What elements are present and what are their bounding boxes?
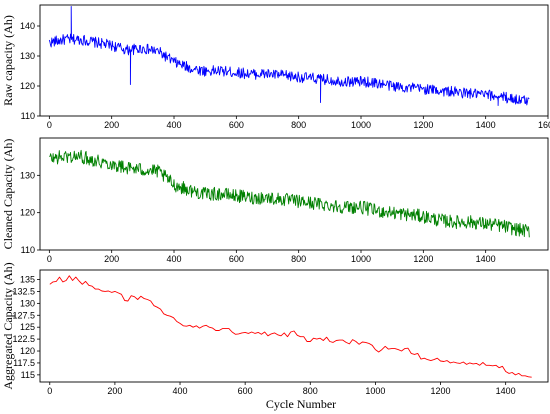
x-tick-label: 200 — [107, 386, 122, 396]
cleaned-capacity-panel: 0 200 400 600 800 1000 1200 1400 110 120 130 Cleane… — [1, 137, 549, 264]
y-tick-label: 125 — [20, 322, 35, 332]
x-tick-label: 600 — [238, 386, 253, 396]
y-tick-label: 110 — [21, 245, 35, 255]
y-tick-label: 132.5 — [12, 286, 35, 296]
y-tick-label: 127.5 — [12, 310, 35, 320]
x-tick-label: 400 — [166, 120, 181, 130]
y-tick-label: 130 — [20, 51, 35, 61]
axes-frame — [39, 4, 549, 117]
x-tick-label: 0 — [47, 386, 52, 396]
series-line — [49, 149, 530, 238]
y-tick-label: 120 — [20, 346, 35, 356]
x-tick-label: 1000 — [365, 386, 385, 396]
y-axis-label: Cleaned Capacity (Ah) — [1, 139, 15, 250]
y-tick-label: 122.5 — [12, 334, 35, 344]
x-tick-label: 1400 — [476, 120, 496, 130]
x-tick-label: 1000 — [351, 120, 371, 130]
axes-frame — [39, 137, 549, 251]
y-axis-label: Raw capacity (Ah) — [1, 15, 15, 106]
y-tick-label: 130 — [20, 298, 35, 308]
y-tick-label: 115 — [21, 370, 35, 380]
y-tick-label: 120 — [20, 208, 35, 218]
x-tick-label: 600 — [229, 120, 244, 130]
x-tick-label: 0 — [47, 120, 52, 130]
y-tick-label: 135 — [20, 275, 35, 285]
series-line — [49, 275, 532, 378]
x-tick-label: 1000 — [351, 254, 371, 264]
y-tick-label: 117.5 — [13, 358, 35, 368]
x-tick-label: 800 — [291, 120, 306, 130]
y-tick-label: 130 — [20, 170, 35, 180]
x-tick-label: 600 — [229, 254, 244, 264]
y-tick-label: 140 — [20, 21, 35, 31]
x-tick-label: 800 — [303, 386, 318, 396]
x-tick-label: 200 — [104, 120, 119, 130]
x-tick-label: 400 — [173, 386, 188, 396]
x-tick-label: 0 — [47, 254, 52, 264]
axes-frame — [39, 269, 549, 383]
x-tick-label: 1200 — [413, 254, 433, 264]
raw-capacity-panel: 0 200 400 600 800 1000 1200 1400 1600 110 120 130 14… — [1, 4, 550, 130]
x-tick-label: 400 — [166, 254, 181, 264]
aggregated-capacity-panel: 0 200 400 600 800 1000 1200 1400 115 117.5 120 122.… — [1, 262, 549, 396]
x-tick-label: 1400 — [476, 254, 496, 264]
x-tick-label: 1200 — [413, 120, 433, 130]
x-axis-label: Cycle Number — [266, 397, 336, 411]
y-tick-label: 120 — [20, 81, 35, 91]
x-tick-label: 800 — [291, 254, 306, 264]
series-line — [48, 6, 530, 106]
y-axis-label: Aggregated Capacity (Ah) — [1, 262, 15, 389]
x-tick-label: 1400 — [496, 386, 516, 396]
x-tick-label: 1600 — [538, 120, 550, 130]
y-tick-label: 110 — [21, 111, 35, 121]
x-tick-label: 1200 — [431, 386, 451, 396]
x-tick-label: 200 — [104, 254, 119, 264]
